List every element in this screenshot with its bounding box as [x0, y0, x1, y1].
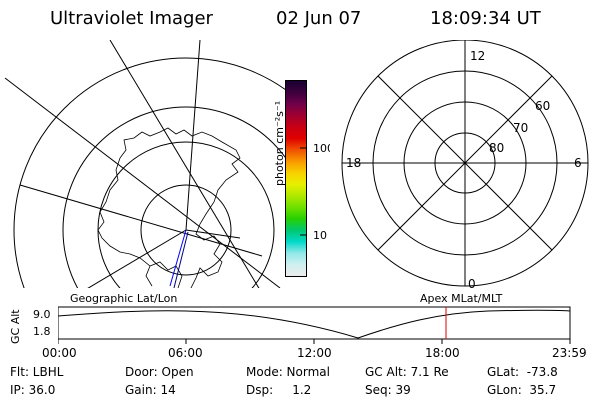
mode-status: Mode: Normal [246, 365, 330, 379]
altitude-timeline [58, 306, 571, 344]
mlt-diagonal [377, 75, 553, 251]
mlt-label-6: 6 [574, 156, 582, 170]
colorbar-ticks: 100 10 [300, 142, 330, 242]
glon-status: GLon: 35.7 [487, 383, 557, 397]
geographic-label: Geographic Lat/Lon [70, 292, 178, 305]
meridian-line [185, 40, 201, 231]
filter-status: Flt: LBHL [10, 365, 64, 379]
mlt-label-12: 12 [470, 49, 485, 63]
meridian-line [87, 229, 187, 288]
lat-circle-middle [62, 106, 285, 288]
gc-alt-status: GC Alt: 7.1 Re [365, 365, 449, 379]
apex-label: Apex MLat/MLT [420, 292, 503, 305]
glat-status: GLat: -73.8 [487, 365, 558, 379]
time-tick-0600: 06:00 [168, 346, 203, 360]
meridian-line [109, 40, 260, 288]
colorbar-tick-10: 10 [313, 229, 327, 242]
coastline [119, 127, 241, 288]
coastline [97, 157, 153, 287]
colorbar-tick-100: 100 [313, 142, 330, 155]
time-tick-1800: 18:00 [425, 346, 460, 360]
lat-circle-outer [13, 57, 285, 288]
time-label: 18:09:34 UT [430, 8, 541, 29]
seq-status: Seq: 39 [365, 383, 411, 397]
date-label: 02 Jun 07 [276, 8, 362, 29]
time-tick-2359: 23:59 [552, 346, 587, 360]
satellite-track [173, 231, 189, 289]
gain-status: Gain: 14 [125, 383, 176, 397]
lat-circle-pole [140, 184, 232, 276]
mlt-label-0: 0 [468, 277, 476, 291]
instrument-title: Ultraviolet Imager [50, 8, 213, 29]
meridian-line [185, 229, 241, 239]
mlat-label-80: 80 [489, 141, 504, 155]
polar-plot: 12 18 6 0 60 70 80 [341, 40, 589, 291]
time-tick-0000: 00:00 [42, 346, 77, 360]
colorbar-gradient [286, 81, 306, 276]
altitude-curve [58, 309, 571, 339]
geographic-map [4, 40, 285, 289]
satellite-track [169, 229, 187, 287]
time-tick-1200: 12:00 [297, 346, 332, 360]
meridian-line [19, 184, 263, 257]
mlat-label-70: 70 [513, 121, 528, 135]
ip-status: IP: 36.0 [10, 383, 56, 397]
timeline-ytick-low: 1.8 [33, 325, 51, 338]
timeline-ylabel: GC Alt [9, 309, 22, 344]
colorbar [285, 80, 307, 277]
coastline [149, 261, 183, 288]
timeline-ytick-high: 9.0 [33, 308, 51, 321]
meridian-line [4, 77, 281, 288]
door-status: Door: Open [125, 365, 194, 379]
mlat-label-60: 60 [535, 99, 550, 113]
dsp-status: Dsp: 1.2 [246, 383, 312, 397]
colorbar-label: photon cm⁻²s⁻¹ [273, 100, 286, 186]
mlt-label-18: 18 [346, 156, 361, 170]
